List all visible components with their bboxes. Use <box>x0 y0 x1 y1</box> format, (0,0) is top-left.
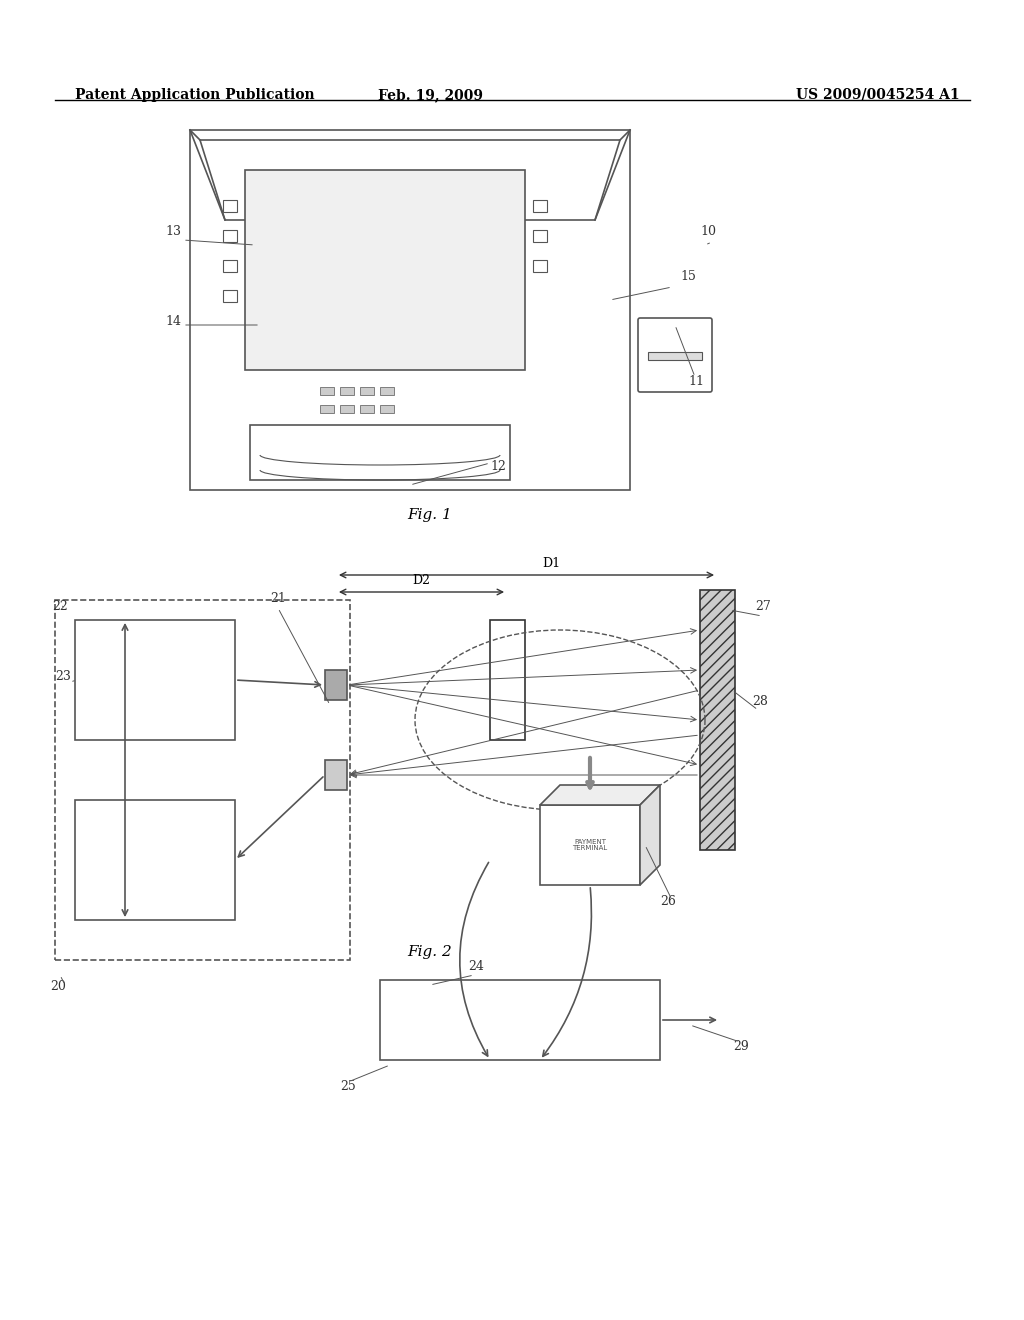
Text: 15: 15 <box>680 271 696 282</box>
Bar <box>55 601 350 960</box>
Text: Feb. 19, 2009: Feb. 19, 2009 <box>378 88 482 102</box>
Text: Patent Application Publication: Patent Application Publication <box>75 88 314 102</box>
Bar <box>534 260 547 272</box>
Text: 24: 24 <box>468 960 484 973</box>
Bar <box>223 230 237 242</box>
Text: 10: 10 <box>700 224 716 238</box>
Bar <box>700 590 735 850</box>
Bar <box>250 425 510 480</box>
Bar <box>360 405 374 413</box>
Bar <box>490 620 525 741</box>
Text: PAYMENT
TERMINAL: PAYMENT TERMINAL <box>572 838 607 851</box>
FancyBboxPatch shape <box>190 129 630 490</box>
Bar <box>75 620 234 741</box>
Text: 13: 13 <box>165 224 181 238</box>
Text: 29: 29 <box>733 1040 749 1053</box>
Bar <box>223 260 237 272</box>
Text: D2: D2 <box>412 574 430 587</box>
Text: US 2009/0045254 A1: US 2009/0045254 A1 <box>797 88 961 102</box>
Bar <box>325 671 347 700</box>
Bar <box>380 979 660 1060</box>
Bar <box>325 760 347 789</box>
Bar <box>380 387 394 395</box>
Text: Fig. 1: Fig. 1 <box>408 508 453 521</box>
Text: Fig. 2: Fig. 2 <box>408 945 453 960</box>
Bar <box>75 800 234 920</box>
Text: 23: 23 <box>55 671 71 682</box>
Bar <box>534 201 547 213</box>
Text: 26: 26 <box>660 895 676 908</box>
Text: 25: 25 <box>340 1080 355 1093</box>
FancyBboxPatch shape <box>638 318 712 392</box>
Text: 14: 14 <box>165 315 181 327</box>
Polygon shape <box>640 785 660 884</box>
Text: D1: D1 <box>542 557 560 570</box>
Bar <box>340 387 354 395</box>
Text: 20: 20 <box>50 979 66 993</box>
Bar <box>223 201 237 213</box>
Bar <box>534 230 547 242</box>
Bar <box>340 405 354 413</box>
Text: 12: 12 <box>490 459 506 473</box>
Bar <box>245 170 525 370</box>
Bar <box>648 352 702 360</box>
Bar <box>319 387 334 395</box>
Text: 28: 28 <box>752 696 768 708</box>
Text: 27: 27 <box>755 601 771 612</box>
Bar <box>319 405 334 413</box>
Text: 22: 22 <box>52 601 68 612</box>
Bar <box>380 405 394 413</box>
Bar <box>540 805 640 884</box>
Text: 11: 11 <box>688 375 705 388</box>
Polygon shape <box>540 785 660 805</box>
Bar <box>360 387 374 395</box>
Bar <box>223 290 237 302</box>
Text: 21: 21 <box>270 591 286 605</box>
